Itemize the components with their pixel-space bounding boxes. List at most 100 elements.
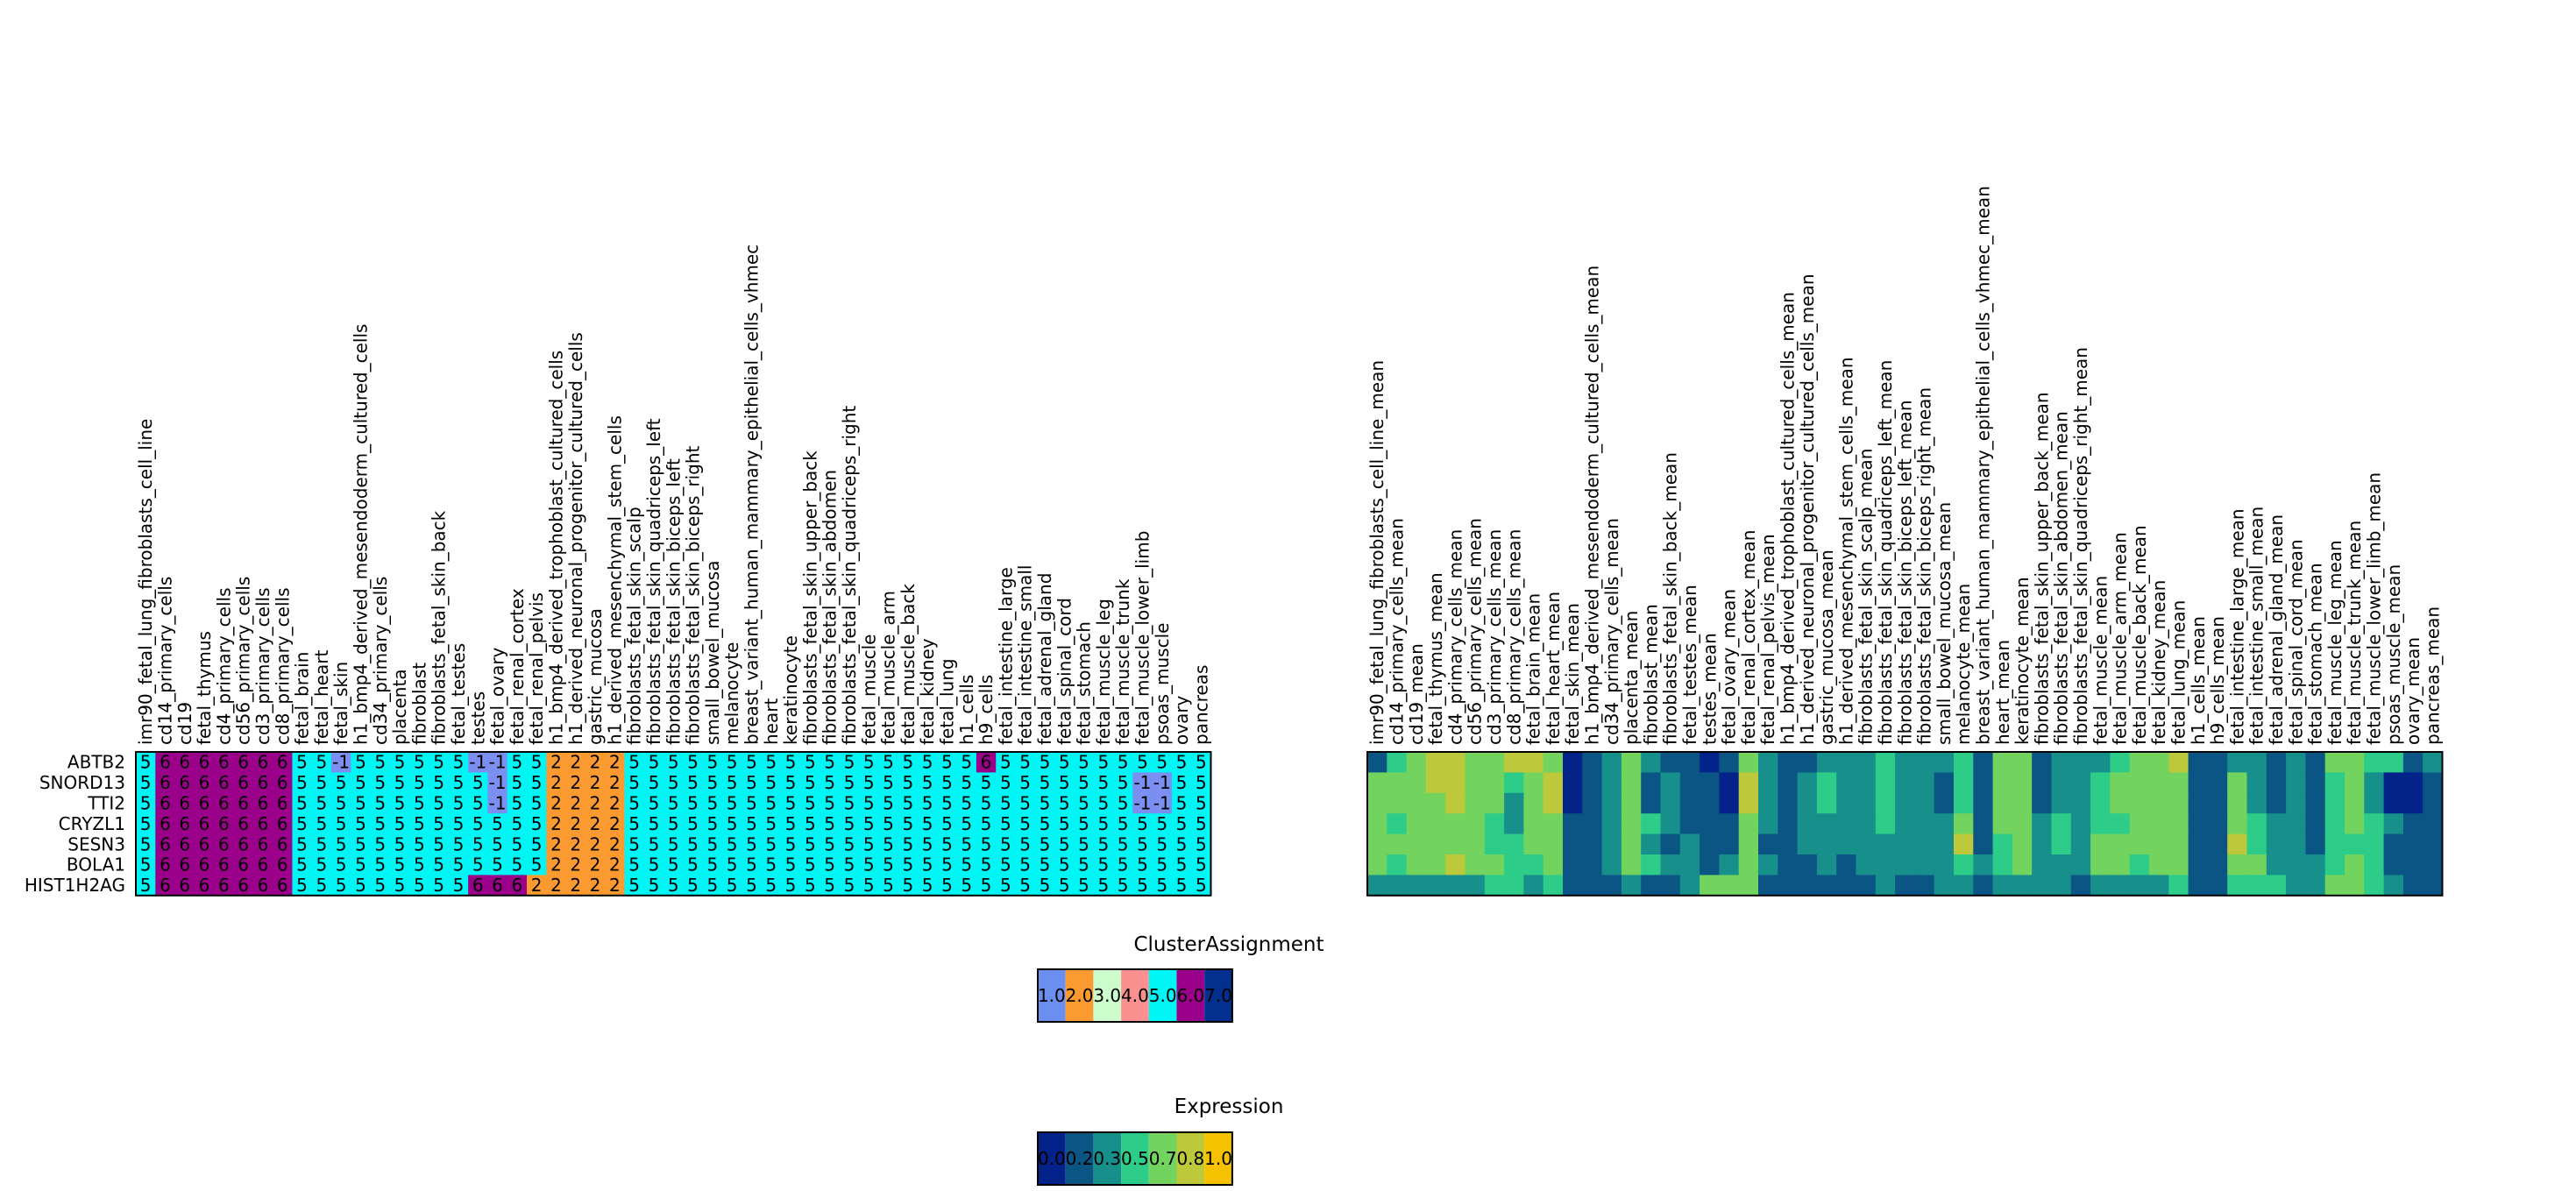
cluster-cell bbox=[351, 792, 371, 814]
cluster-column-label: fetal_lung bbox=[936, 658, 957, 745]
expression-column-label: cd56_primary_cells_mean bbox=[1465, 518, 1486, 745]
row-label: BOLA1 bbox=[67, 854, 125, 876]
cluster-cell bbox=[527, 752, 547, 773]
expression-cell bbox=[2402, 792, 2423, 814]
expression-cell bbox=[1484, 813, 1505, 834]
row-label: HIST1H2AG bbox=[25, 875, 125, 896]
cluster-cell bbox=[409, 854, 429, 876]
cluster-cell bbox=[155, 833, 175, 855]
cluster-cell bbox=[1054, 854, 1075, 876]
cluster-cell-label: 5 bbox=[355, 752, 366, 773]
cluster-cell bbox=[527, 813, 547, 834]
cluster-cell bbox=[918, 772, 938, 794]
expression-column-label: h1_cells_mean bbox=[2188, 616, 2209, 745]
cluster-cell-label: 2 bbox=[590, 793, 601, 814]
expression-cell bbox=[1563, 752, 1583, 773]
cluster-cell bbox=[1015, 854, 1036, 876]
expression-column-label: breast_variant_human_mammary_epithelial_… bbox=[1972, 186, 1993, 745]
cluster-cell bbox=[820, 752, 841, 773]
cluster-cell-label: 5 bbox=[1019, 854, 1031, 876]
cluster-cell-label: 5 bbox=[922, 813, 933, 834]
cluster-cell bbox=[761, 792, 782, 814]
cluster-cell bbox=[468, 772, 488, 794]
cluster-column-label: psoas_muscle bbox=[1152, 623, 1173, 745]
expression-cell bbox=[2266, 833, 2287, 855]
cluster-cell-label: 6 bbox=[218, 833, 230, 854]
expression-cell bbox=[1425, 772, 1446, 794]
cluster-cell bbox=[702, 792, 723, 814]
expression-cell bbox=[2110, 813, 2131, 834]
expression-heatmap: imr90_fetal_lung_fibroblasts_cell_line_m… bbox=[1366, 186, 2444, 897]
cluster-cell bbox=[527, 792, 547, 814]
expression-column-label: fetal_intestine_small_mean bbox=[2246, 507, 2267, 745]
expression-cell bbox=[1621, 792, 1642, 814]
expression-cell bbox=[1856, 813, 1877, 834]
cluster-cell-label: 5 bbox=[1196, 875, 1207, 896]
cluster-cell bbox=[409, 752, 429, 773]
expression-cell bbox=[2286, 833, 2306, 855]
expression-cell bbox=[1504, 752, 1524, 773]
expression-cell bbox=[1895, 752, 1915, 773]
expression-cell bbox=[1836, 854, 1856, 876]
cluster-cell bbox=[898, 792, 919, 814]
cluster-cell-label: 6 bbox=[199, 813, 210, 834]
expression-cell bbox=[1856, 854, 1877, 876]
cluster-cell-label: 5 bbox=[394, 854, 406, 876]
expression-column-label: fetal_spinal_cord_mean bbox=[2285, 539, 2306, 745]
expression-cell bbox=[1406, 813, 1427, 834]
cluster-cell-label: 5 bbox=[1118, 772, 1129, 793]
cluster-cell-label: 5 bbox=[1000, 813, 1011, 834]
expression-cell bbox=[2149, 772, 2169, 794]
cluster-cell-label: 5 bbox=[902, 854, 913, 876]
cluster-column-label: imr90_fetal_lung_fibroblasts_cell_line bbox=[135, 419, 156, 745]
cluster-cell-label: 5 bbox=[1137, 875, 1148, 896]
cluster-cell-label: 5 bbox=[1000, 875, 1011, 896]
expression-column-label: h9_cells_mean bbox=[2207, 616, 2228, 745]
expression-cell bbox=[1797, 854, 1818, 876]
legend-swatch bbox=[1065, 969, 1094, 1022]
cluster-cell bbox=[155, 792, 175, 814]
expression-cell bbox=[1992, 772, 2013, 794]
expression-cell bbox=[1425, 752, 1446, 773]
expression-cell bbox=[2345, 854, 2365, 876]
expression-cell bbox=[1895, 854, 1915, 876]
expression-cell bbox=[2051, 875, 2072, 897]
expression-cell bbox=[1425, 833, 1446, 855]
cluster-cell bbox=[311, 833, 332, 855]
cluster-cell bbox=[683, 792, 704, 814]
cluster-cell-label: 5 bbox=[433, 772, 444, 793]
cluster-column-label: ovary bbox=[1171, 695, 1192, 745]
cluster-cell-label: 5 bbox=[922, 752, 933, 773]
cluster-cell-label: 5 bbox=[394, 752, 406, 773]
cluster-cell-label: 5 bbox=[1019, 772, 1031, 793]
cluster-cell-label: 5 bbox=[453, 793, 465, 814]
expression-cell bbox=[2129, 833, 2150, 855]
cluster-cell bbox=[409, 833, 429, 855]
expression-cell bbox=[1523, 875, 1544, 897]
row-label: CRYZL1 bbox=[59, 813, 125, 834]
expression-cell bbox=[1582, 854, 1602, 876]
legend-label: 0.7 bbox=[1149, 1148, 1177, 1169]
expression-cell bbox=[1601, 854, 1622, 876]
cluster-column-label: fibroblasts_fetal_skin_biceps_left bbox=[663, 458, 684, 745]
expression-cell bbox=[1954, 833, 1974, 855]
expression-cell bbox=[1954, 813, 1974, 834]
cluster-legend-title: ClusterAssignment bbox=[1133, 933, 1323, 956]
cluster-column-label: fibroblasts_fetal_skin_quadriceps_left bbox=[643, 418, 664, 745]
cluster-cell-label: 5 bbox=[453, 772, 465, 793]
cluster-cell-label: 5 bbox=[1097, 793, 1109, 814]
cluster-cell bbox=[252, 772, 273, 794]
legend-swatch bbox=[1038, 969, 1066, 1022]
expression-column-label: fetal_renal_pelvis_mean bbox=[1757, 534, 1778, 745]
expression-cell bbox=[2168, 752, 2189, 773]
cluster-cell bbox=[468, 875, 488, 897]
cluster-cell bbox=[742, 813, 762, 834]
cluster-cell-label: 5 bbox=[1040, 813, 1051, 834]
cluster-cell-label: 5 bbox=[765, 813, 777, 834]
cluster-cell bbox=[976, 772, 997, 794]
cluster-cell bbox=[1093, 875, 1114, 897]
cluster-cell-label: 6 bbox=[199, 793, 210, 814]
cluster-heatmap-border bbox=[135, 751, 1212, 897]
expression-cell bbox=[1543, 833, 1564, 855]
cluster-cell bbox=[507, 833, 528, 855]
